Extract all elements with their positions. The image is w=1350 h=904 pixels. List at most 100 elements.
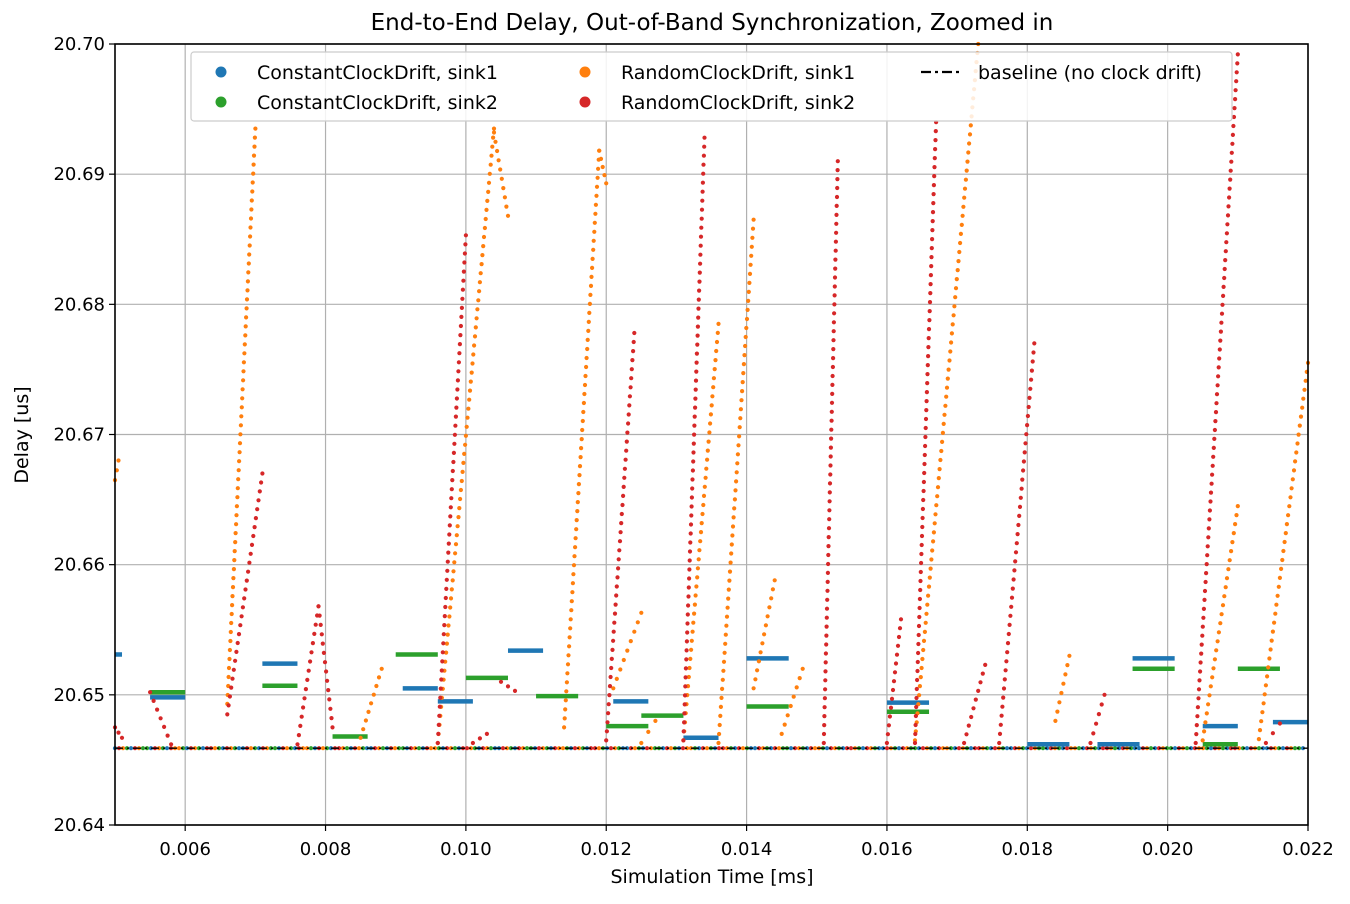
data-point	[925, 381, 930, 386]
data-point	[437, 704, 442, 709]
data-point	[694, 369, 699, 374]
data-point	[461, 269, 466, 274]
baseline-point	[1136, 746, 1142, 751]
data-point	[464, 424, 469, 429]
data-point	[697, 548, 702, 553]
data-point	[690, 629, 695, 634]
data-point	[231, 667, 236, 672]
data-point	[1233, 97, 1238, 102]
data-point	[565, 671, 570, 676]
data-point	[958, 231, 964, 236]
data-point	[576, 482, 582, 487]
y-axis-label: Delay [us]	[11, 386, 33, 483]
data-point	[237, 450, 242, 455]
data-point	[469, 370, 474, 375]
data-point	[829, 400, 835, 405]
data-point	[923, 620, 928, 625]
data-point	[564, 680, 570, 685]
data-point	[583, 373, 588, 379]
data-point	[1216, 365, 1221, 370]
data-point	[822, 723, 827, 728]
data-point	[242, 596, 247, 601]
data-point	[930, 219, 935, 224]
data-point	[379, 666, 384, 671]
data-point	[1197, 678, 1202, 683]
data-point	[1280, 557, 1285, 563]
data-point	[1201, 606, 1206, 612]
data-point	[782, 722, 787, 727]
data-point	[887, 714, 893, 719]
data-point	[473, 325, 478, 330]
data-point	[709, 403, 714, 408]
data-point	[884, 740, 890, 746]
data-point	[495, 148, 500, 154]
baseline-point	[992, 746, 998, 751]
data-point	[924, 611, 929, 616]
data-point	[444, 577, 449, 582]
data-point	[248, 225, 253, 230]
data-point	[1212, 436, 1217, 441]
data-point	[1030, 359, 1035, 364]
data-point	[940, 430, 946, 435]
data-point	[438, 695, 443, 700]
data-point	[951, 313, 956, 318]
data-point	[684, 639, 690, 644]
data-point	[1004, 659, 1009, 664]
data-point	[309, 650, 314, 655]
data-point	[251, 533, 256, 539]
data-point	[1282, 539, 1287, 545]
data-point	[943, 403, 948, 408]
data-point	[1231, 114, 1237, 120]
data-point	[916, 641, 921, 647]
data-point	[476, 298, 481, 303]
data-point	[719, 695, 724, 701]
data-point	[767, 605, 772, 610]
baseline-point	[1076, 746, 1082, 751]
data-point	[950, 322, 955, 327]
data-point	[451, 459, 456, 465]
data-point	[564, 689, 569, 694]
data-point	[581, 409, 586, 415]
data-point	[711, 376, 717, 381]
y-tick-label: 20.70	[53, 34, 105, 55]
data-point	[998, 722, 1003, 727]
data-point	[251, 162, 256, 167]
data-point	[927, 318, 932, 323]
data-point	[481, 234, 487, 240]
data-point	[255, 507, 260, 512]
data-point	[681, 729, 686, 734]
data-point	[454, 533, 459, 538]
data-point	[482, 225, 487, 231]
data-point	[697, 279, 702, 284]
data-point	[1199, 651, 1204, 656]
data-point	[894, 652, 900, 657]
data-point	[445, 559, 450, 564]
data-point	[628, 385, 633, 390]
data-point	[462, 251, 467, 256]
data-point	[308, 659, 313, 664]
data-point	[714, 339, 720, 345]
data-point	[1202, 588, 1208, 594]
data-point	[587, 310, 592, 315]
data-point	[833, 248, 838, 253]
data-point	[749, 253, 754, 258]
data-point	[1213, 410, 1219, 415]
data-point	[234, 522, 239, 527]
data-point	[629, 367, 634, 372]
data-point	[721, 668, 726, 673]
baseline-point	[1292, 746, 1298, 751]
data-point	[1290, 477, 1295, 482]
data-point	[249, 207, 254, 212]
data-point	[1211, 445, 1216, 450]
data-point	[453, 551, 458, 556]
data-point	[711, 385, 716, 390]
data-point	[968, 123, 973, 128]
data-point	[932, 174, 937, 179]
data-point	[1234, 79, 1239, 84]
data-point	[321, 650, 326, 656]
data-point	[917, 684, 923, 689]
data-point	[1287, 504, 1292, 509]
data-point	[621, 657, 626, 663]
data-point	[565, 662, 571, 667]
baseline-point	[1208, 746, 1214, 751]
